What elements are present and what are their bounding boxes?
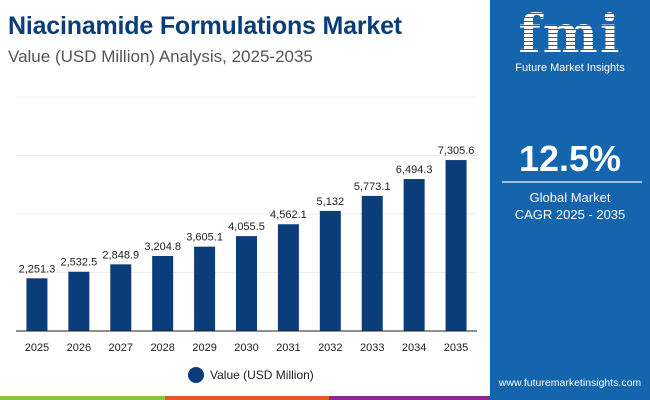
logo-mark: fmi xyxy=(490,9,650,61)
data-label: 5,132 xyxy=(317,196,345,208)
bar xyxy=(319,210,341,331)
legend-swatch xyxy=(188,367,204,383)
chart-title: Niacinamide Formulations Market xyxy=(8,12,402,40)
cagr-label-2: CAGR 2025 - 2035 xyxy=(514,207,626,222)
data-label: 6,494.3 xyxy=(396,164,433,176)
data-label: 2,848.9 xyxy=(102,249,139,261)
cagr-value: 12.5% xyxy=(518,138,622,179)
x-tick-label: 2031 xyxy=(276,342,300,354)
data-label: 2,532.5 xyxy=(61,257,98,269)
data-label: 2,251.3 xyxy=(19,263,56,275)
x-tick-label: 2033 xyxy=(360,342,384,354)
side-panel: fmi Future Market Insights 12.5% Global … xyxy=(490,0,650,400)
bar xyxy=(361,195,383,331)
data-label: 5,773.1 xyxy=(354,181,391,193)
bar xyxy=(26,278,48,331)
bar xyxy=(110,264,132,331)
bar xyxy=(194,246,216,331)
x-tick-label: 2032 xyxy=(318,342,342,354)
bar xyxy=(152,256,174,331)
cagr-label-1: Global Market xyxy=(529,190,611,205)
x-tick-label: 2029 xyxy=(192,342,216,354)
legend-label: Value (USD Million) xyxy=(210,368,314,382)
bar xyxy=(445,160,467,331)
bar xyxy=(403,179,425,331)
legend: Value (USD Million) xyxy=(188,367,314,383)
bar xyxy=(236,236,257,331)
x-tick-label: 2035 xyxy=(444,342,468,354)
x-tick-label: 2028 xyxy=(150,342,174,354)
data-label: 3,204.8 xyxy=(144,241,181,253)
x-tick-label: 2026 xyxy=(67,342,91,354)
x-tick-label: 2030 xyxy=(234,342,258,354)
stripe-orange xyxy=(165,396,329,400)
bar xyxy=(277,224,299,331)
bar xyxy=(68,271,90,331)
x-tick-label: 2027 xyxy=(109,342,133,354)
data-label: 4,562.1 xyxy=(270,209,307,221)
stripe-green xyxy=(0,396,165,400)
data-label: 7,305.6 xyxy=(438,145,475,157)
fmi-logo: fmi Future Market Insights xyxy=(490,9,650,75)
divider xyxy=(502,181,642,183)
data-label: 3,605.1 xyxy=(186,232,223,244)
brand-name: Future Market Insights xyxy=(515,62,625,74)
chart-subtitle: Value (USD Million) Analysis, 2025-2035 xyxy=(8,47,313,66)
bar-chart: 2,251.3 2025 2,532.5 2026 2,848.9 2027 3,204.8… xyxy=(16,96,477,354)
x-tick-label: 2034 xyxy=(402,342,426,354)
x-tick-label: 2025 xyxy=(25,342,49,354)
data-label: 4,055.5 xyxy=(228,221,265,233)
website-link[interactable]: www.futuremarketinsights.com xyxy=(498,377,642,389)
stripe-purple xyxy=(329,396,490,400)
